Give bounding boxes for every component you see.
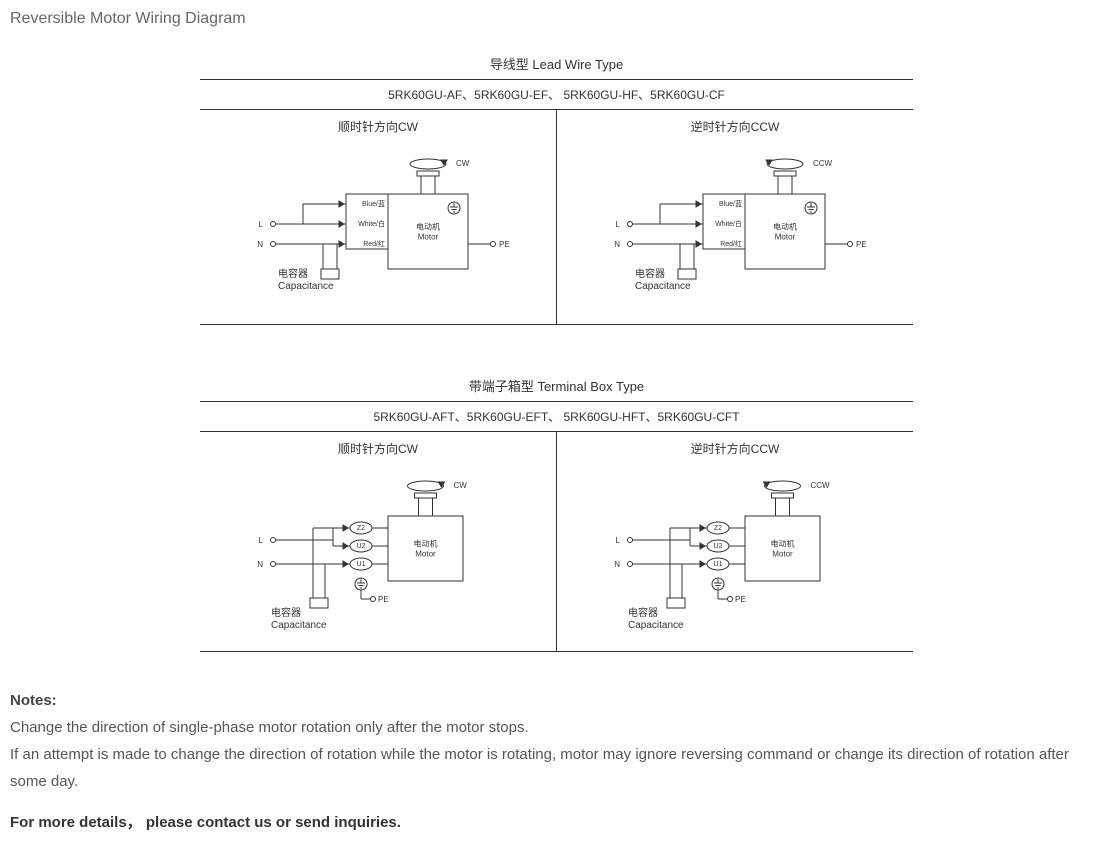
diagram-section: 导线型 Lead Wire Type 5RK60GU-AF、5RK60GU-EF… — [10, 38, 1103, 335]
svg-text:Z2: Z2 — [357, 525, 365, 532]
wiring-diagram-svg: 电动机 Motor L N PE CW Z2 U2 U1 电容器 Capacit… — [213, 466, 543, 641]
svg-text:电容器: 电容器 — [278, 267, 308, 280]
svg-text:Motor: Motor — [772, 550, 793, 559]
svg-text:L: L — [616, 536, 621, 545]
svg-text:CCW: CCW — [813, 159, 833, 168]
svg-text:CCW: CCW — [811, 481, 831, 490]
svg-text:电动机: 电动机 — [414, 539, 438, 549]
notes-section: Notes: Change the direction of single-ph… — [10, 687, 1103, 836]
svg-text:PE: PE — [735, 595, 746, 604]
svg-text:Red/红: Red/红 — [363, 239, 385, 248]
svg-text:电容器: 电容器 — [628, 606, 658, 619]
svg-text:Blue/蓝: Blue/蓝 — [362, 199, 385, 208]
section-models: 5RK60GU-AF、5RK60GU-EF、 5RK60GU-HF、5RK60G… — [200, 80, 913, 110]
svg-text:Motor: Motor — [415, 550, 436, 559]
svg-text:White/白: White/白 — [715, 219, 742, 228]
diagram-cell: 顺时针方向CW — [200, 432, 556, 651]
svg-text:Capacitance: Capacitance — [278, 281, 334, 292]
cell-title: 逆时针方向CCW — [557, 110, 913, 139]
section-models: 5RK60GU-AFT、5RK60GU-EFT、 5RK60GU-HFT、5RK… — [200, 402, 913, 432]
svg-text:U2: U2 — [357, 543, 366, 550]
svg-text:L: L — [616, 220, 621, 229]
diagram-cell: 顺时针方向CW 电动机 Motor — [200, 110, 556, 324]
diagram-row: 顺时针方向CW 电动机 Motor — [200, 110, 913, 325]
svg-text:U2: U2 — [714, 543, 723, 550]
svg-text:电容器: 电容器 — [635, 267, 665, 280]
svg-text:L: L — [259, 220, 264, 229]
notes-line-1: Change the direction of single-phase mot… — [10, 714, 1103, 741]
svg-text:电动机: 电动机 — [773, 222, 797, 232]
svg-text:CW: CW — [456, 159, 470, 168]
section-header: 导线型 Lead Wire Type — [200, 48, 913, 80]
svg-text:PE: PE — [499, 240, 510, 249]
svg-text:Capacitance: Capacitance — [628, 620, 684, 631]
svg-text:电动机: 电动机 — [771, 539, 795, 549]
svg-text:N: N — [257, 560, 263, 569]
cell-title: 逆时针方向CCW — [557, 432, 913, 461]
svg-text:Blue/蓝: Blue/蓝 — [719, 199, 742, 208]
notes-heading: Notes: — [10, 687, 1103, 714]
svg-text:White/白: White/白 — [358, 219, 385, 228]
svg-text:U1: U1 — [714, 561, 723, 568]
wiring-diagram-svg: 电动机 Motor L N PE CCW Z2 U2 U1 电容器 Capaci… — [570, 466, 900, 641]
page-title: Reversible Motor Wiring Diagram — [10, 10, 1103, 28]
svg-text:N: N — [257, 240, 263, 249]
svg-text:电动机: 电动机 — [416, 222, 440, 232]
svg-text:Red/红: Red/红 — [720, 239, 742, 248]
svg-text:Z2: Z2 — [714, 525, 722, 532]
diagram-section: 带端子箱型 Terminal Box Type 5RK60GU-AFT、5RK6… — [10, 360, 1103, 662]
svg-text:Motor: Motor — [418, 233, 439, 242]
diagram-cell: 逆时针方向CCW — [556, 432, 913, 651]
diagram-row: 顺时针方向CW — [200, 432, 913, 652]
svg-text:N: N — [614, 240, 620, 249]
svg-text:L: L — [259, 536, 264, 545]
cell-title: 顺时针方向CW — [200, 432, 556, 461]
svg-text:Capacitance: Capacitance — [271, 620, 327, 631]
svg-text:PE: PE — [378, 595, 389, 604]
svg-text:U1: U1 — [357, 561, 366, 568]
svg-text:Capacitance: Capacitance — [635, 281, 691, 292]
diagram-cell: 逆时针方向CCW 电动机 Motor — [556, 110, 913, 324]
contact-line: For more details， please contact us or s… — [10, 809, 1103, 836]
svg-text:N: N — [614, 560, 620, 569]
wiring-diagram-svg: 电动机 Motor L N PE CW Blue/蓝 White/白 Red/红… — [213, 144, 543, 314]
cell-title: 顺时针方向CW — [200, 110, 556, 139]
notes-line-2: If an attempt is made to change the dire… — [10, 741, 1103, 795]
svg-text:PE: PE — [856, 240, 867, 249]
section-header: 带端子箱型 Terminal Box Type — [200, 370, 913, 402]
svg-text:CW: CW — [454, 481, 468, 490]
svg-text:Motor: Motor — [775, 233, 796, 242]
wiring-diagram-svg: 电动机 Motor L N PE CCW Blue/蓝 White/白 Red/… — [570, 144, 900, 314]
svg-text:电容器: 电容器 — [271, 606, 301, 619]
